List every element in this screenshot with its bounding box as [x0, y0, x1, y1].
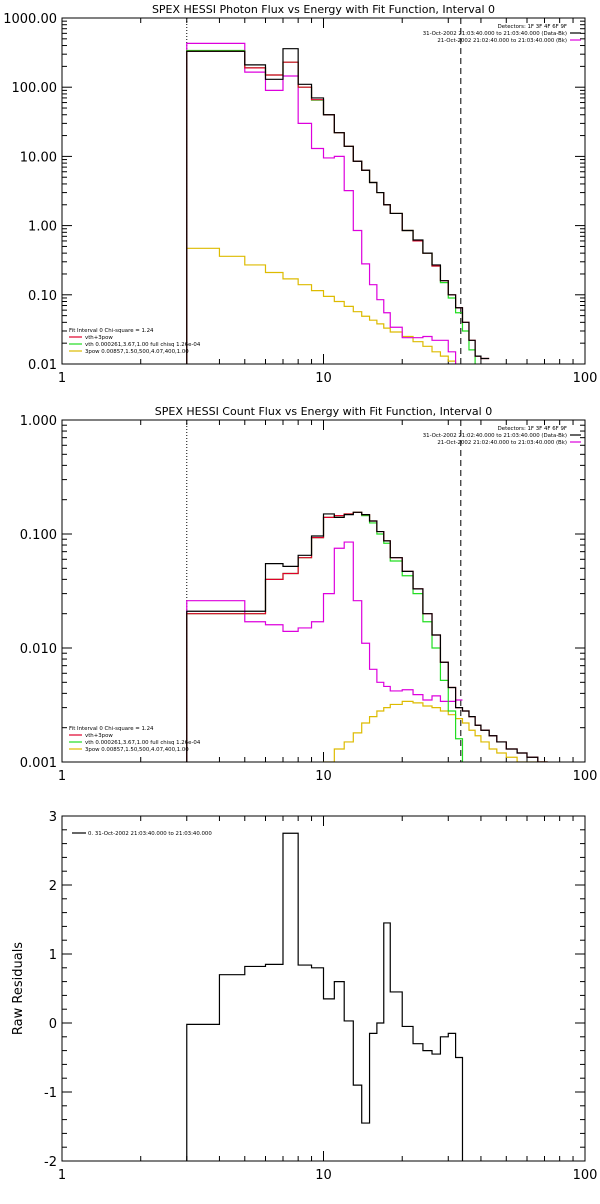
y-tick-label: 0.001 [20, 756, 57, 771]
series-data-bk-line [186, 48, 490, 364]
y-tick-label: 0.01 [28, 358, 57, 373]
reference-lines [186, 18, 462, 364]
chart-title: SPEX HESSI Count Flux vs Energy with Fit… [155, 405, 492, 418]
series-vth-3pow-line [186, 50, 490, 364]
y-tick-label: 0 [49, 1017, 57, 1032]
x-tick-label: 1 [58, 769, 66, 784]
info-text: Detectors: 1F 3F 4F 6F 9F [498, 426, 567, 432]
x-tick-label: 10 [315, 769, 332, 784]
x-tick-label: 10 [315, 371, 332, 386]
series-bk-line [186, 42, 457, 364]
x-tick-label: 1 [58, 1168, 66, 1183]
series-group [186, 511, 548, 762]
series-group [186, 832, 464, 1161]
series-vth-line [186, 49, 476, 364]
info-text: 21-Oct-2002 21:02:40.000 to 21:03:40.000… [437, 440, 567, 446]
y-tick-label: 100.00 [12, 81, 58, 96]
y-tick-label: 0.100 [20, 528, 57, 543]
series-vth-line [186, 511, 464, 762]
info-text: Detectors: 1F 3F 4F 6F 9F [498, 24, 567, 30]
y-axis-label: Raw Residuals [11, 942, 26, 1035]
legend-label: vth+3pow [85, 733, 113, 739]
x-tick-label: 100 [573, 371, 598, 386]
series-0-31-oct-2002-21-03-40-000-to--line [186, 832, 464, 1161]
chart-title: SPEX HESSI Photon Flux vs Energy with Fi… [152, 3, 495, 16]
plot-frame [61, 419, 586, 763]
y-tick-label: 0.010 [20, 642, 57, 657]
legend-label: vth+3pow [85, 335, 113, 341]
x-tick-label: 10 [315, 1168, 332, 1183]
y-axis: 0.01 0.10 1.00 10.00 100.00 1000.00 [3, 12, 585, 373]
legend: Fit Interval 0 Chi-square = 1.24vth+3pow… [69, 726, 201, 753]
y-tick-label: 10.00 [20, 150, 57, 165]
legend-label: vth 0.000261,3.67,1.00 full chisq 1.26e-… [85, 342, 201, 348]
y-tick-label: 1 [49, 948, 57, 963]
panel-residuals: Raw Residuals 1 10 100 -2 -1 0 1 2 3 0. 31-Oct-200… [11, 810, 597, 1183]
y-axis: 0.001 0.010 0.100 1.000 [20, 414, 585, 771]
y-tick-label: 1.00 [28, 220, 57, 235]
y-tick-label: -2 [44, 1155, 57, 1170]
y-tick-label: 0.10 [28, 289, 57, 304]
info-text: 21-Oct-2002 21:02:40.000 to 21:03:40.000… [437, 38, 567, 44]
y-tick-label: 1000.00 [3, 12, 57, 27]
legend-title: Fit Interval 0 Chi-square = 1.24 [69, 328, 154, 334]
y-tick-label: 1.000 [20, 414, 57, 429]
legend-label: 0. 31-Oct-2002 21:03:40.000 to 21:03:40.… [88, 831, 212, 837]
y-tick-label: 3 [49, 810, 57, 825]
x-tick-label: 100 [573, 1168, 598, 1183]
series-3pow-line [186, 247, 457, 364]
legend-label: 3pow 0.00857,1.50,500,4.07,400,1.00 [85, 349, 189, 355]
info-text: 31-Oct-2002 21:02:40.000 to 21:03:40.000… [423, 433, 567, 439]
legend-label: vth 0.000261,3.67,1.00 full chisq 1.26e-… [85, 740, 201, 746]
series-bk-line [186, 541, 463, 762]
series-group [186, 42, 490, 364]
series-vth-3pow-line [186, 511, 548, 762]
legend: Fit Interval 0 Chi-square = 1.24vth+3pow… [69, 328, 201, 355]
x-tick-label: 100 [573, 769, 598, 784]
y-tick-label: -1 [44, 1086, 57, 1101]
panel-count-flux: SPEX HESSI Count Flux vs Energy with Fit… [20, 405, 598, 784]
y-tick-label: 2 [49, 879, 57, 894]
x-axis: 1 10 100 [58, 18, 598, 386]
series-3pow-line [322, 700, 548, 762]
legend-title: Fit Interval 0 Chi-square = 1.24 [69, 726, 154, 732]
legend: 0. 31-Oct-2002 21:03:40.000 to 21:03:40.… [72, 831, 212, 837]
series-data-bk-line [186, 511, 548, 762]
panel-photon-flux: SPEX HESSI Photon Flux vs Energy with Fi… [3, 3, 597, 386]
y-axis: -2 -1 0 1 2 3 [44, 810, 585, 1170]
plot-frame [61, 815, 586, 1162]
plot-frame [61, 17, 586, 365]
x-axis: 1 10 100 [58, 816, 598, 1183]
reference-lines [186, 420, 462, 762]
x-tick-label: 1 [58, 371, 66, 386]
legend-label: 3pow 0.00857,1.50,500,4.07,400,1.00 [85, 747, 189, 753]
info-text: 31-Oct-2002 21:03:40.000 to 21:03:40.000… [423, 31, 567, 37]
